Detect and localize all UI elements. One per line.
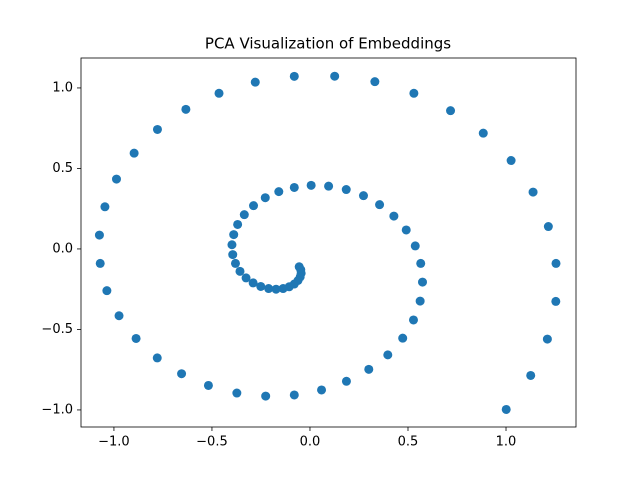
scatter-point <box>232 388 242 398</box>
scatter-point <box>250 77 260 87</box>
scatter-point <box>271 284 281 294</box>
scatter-point <box>227 240 237 250</box>
y-tick-label: 0.0 <box>52 241 73 256</box>
scatter-point <box>229 230 239 240</box>
scatter-point <box>398 333 408 343</box>
scatter-point <box>551 296 561 306</box>
scatter-point <box>94 230 104 240</box>
x-tick-label: 1.0 <box>496 435 517 450</box>
scatter-point <box>241 273 251 283</box>
scatter-point <box>181 104 191 114</box>
scatter-point <box>289 390 299 400</box>
scatter-point <box>100 202 110 212</box>
scatter-point <box>235 266 245 276</box>
scatter-point <box>446 106 456 116</box>
scatter-point <box>506 156 516 166</box>
scatter-point <box>152 353 162 363</box>
scatter-point <box>131 333 141 343</box>
y-tick-label: −1.0 <box>41 402 73 417</box>
scatter-point <box>317 385 327 395</box>
x-tick-label: −1.0 <box>98 435 130 450</box>
y-tick-label: −0.5 <box>41 322 73 337</box>
scatter-point <box>214 88 224 98</box>
scatter-point <box>256 281 266 291</box>
scatter-point <box>410 241 420 251</box>
scatter-point <box>415 296 425 306</box>
scatter-point <box>102 286 112 296</box>
scatter-point <box>526 370 536 380</box>
scatter-point <box>330 71 340 81</box>
scatter-point <box>528 187 538 197</box>
scatter-point <box>341 185 351 195</box>
x-tick-label: −0.5 <box>196 435 228 450</box>
scatter-point <box>264 284 274 294</box>
scatter-point <box>418 277 428 287</box>
scatter-point <box>543 222 553 232</box>
scatter-point <box>364 364 374 374</box>
x-tick-label: 0.0 <box>300 435 321 450</box>
y-tick-label: 0.5 <box>52 161 73 176</box>
scatter-point <box>177 369 187 379</box>
scatter-point <box>409 88 419 98</box>
scatter-point <box>401 225 411 235</box>
scatter-point <box>416 258 426 268</box>
plot-frame <box>80 57 577 428</box>
scatter-point <box>274 187 284 197</box>
chart-title: PCA Visualization of Embeddings <box>205 35 451 53</box>
y-tick-label: 1.0 <box>52 80 73 95</box>
scatter-point <box>114 311 124 321</box>
scatter-point <box>408 315 418 325</box>
scatter-point <box>551 258 561 268</box>
scatter-point <box>375 200 385 210</box>
scatter-point <box>478 128 488 138</box>
scatter-point <box>278 284 288 294</box>
scatter-point <box>260 193 270 203</box>
scatter-point <box>203 380 213 390</box>
scatter-point <box>341 376 351 386</box>
scatter-point <box>95 258 105 268</box>
scatter-point <box>289 182 299 192</box>
scatter-point <box>152 124 162 134</box>
scatter-point <box>289 71 299 81</box>
scatter-point <box>324 181 334 191</box>
scatter-point <box>358 191 368 201</box>
scatter-point <box>129 148 139 158</box>
scatter-point <box>501 404 511 414</box>
scatter-point <box>370 77 380 87</box>
scatter-point <box>239 210 249 220</box>
scatter-point <box>249 201 259 211</box>
scatter-point <box>383 350 393 360</box>
scatter-point <box>261 391 271 401</box>
scatter-point <box>389 211 399 221</box>
scatter-point <box>248 278 258 288</box>
scatter-point <box>230 258 240 268</box>
scatter-point <box>542 334 552 344</box>
x-tick-label: 0.5 <box>398 435 419 450</box>
scatter-point <box>306 180 316 190</box>
scatter-point <box>228 250 238 260</box>
scatter-point <box>233 219 243 229</box>
scatter-point <box>111 174 121 184</box>
